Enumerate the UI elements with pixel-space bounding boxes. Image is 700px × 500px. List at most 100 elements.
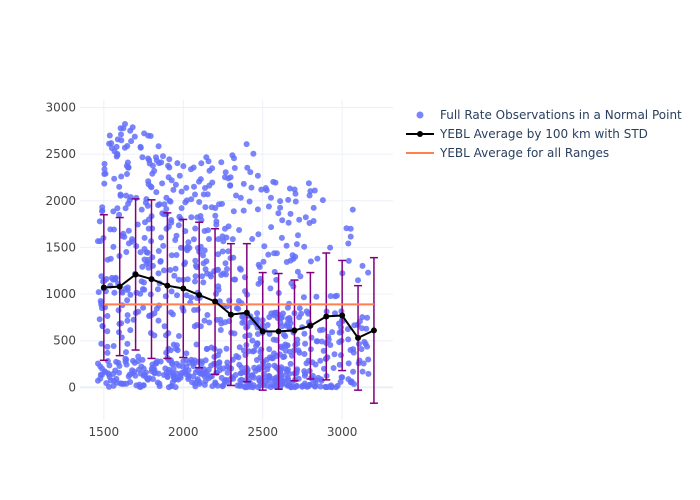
scatter-point xyxy=(203,154,210,161)
scatter-point xyxy=(267,285,274,292)
scatter-points xyxy=(95,121,372,391)
scatter-point xyxy=(144,202,151,209)
legend-item-scatter[interactable]: Full Rate Observations in a Normal Point xyxy=(416,108,683,122)
legend[interactable]: Full Rate Observations in a Normal Point… xyxy=(406,108,682,160)
scatter-point xyxy=(254,331,261,337)
scatter-point xyxy=(192,383,199,390)
scatter-point xyxy=(222,169,229,176)
scatter-point xyxy=(101,368,108,375)
scatter-point xyxy=(240,180,247,187)
scatter-point xyxy=(140,365,147,372)
scatter-point xyxy=(123,361,130,368)
scatter-point xyxy=(160,242,167,249)
scatter-point xyxy=(219,200,225,207)
scatter-point xyxy=(306,220,313,226)
scatter-point xyxy=(160,211,167,218)
scatter-point xyxy=(237,266,244,273)
scatter-point xyxy=(237,194,244,201)
scatter-point xyxy=(154,286,161,293)
scatter-point xyxy=(166,164,173,171)
scatter-point xyxy=(176,333,182,339)
scatter-point xyxy=(131,133,138,140)
scatter-point xyxy=(113,153,120,160)
scatter-point xyxy=(287,210,294,217)
scatter-point xyxy=(198,160,205,167)
scatter-point xyxy=(123,380,130,387)
scatter-point xyxy=(201,247,208,254)
scatter-point xyxy=(262,377,269,384)
scatter-point xyxy=(152,369,159,376)
scatter-point xyxy=(168,217,175,223)
scatter-point xyxy=(118,131,124,138)
scatter-point xyxy=(145,259,152,266)
average-point xyxy=(275,328,282,335)
scatter-point xyxy=(296,305,303,312)
scatter-point xyxy=(156,380,163,387)
scatter-point xyxy=(201,228,208,234)
scatter-point xyxy=(359,314,366,321)
scatter-point xyxy=(192,191,198,198)
average-point xyxy=(116,283,123,290)
scatter-point xyxy=(215,251,222,258)
scatter-point xyxy=(103,276,110,282)
scatter-point xyxy=(332,310,338,317)
scatter-point xyxy=(264,322,271,328)
scatter-point xyxy=(180,163,187,170)
legend-item-overall[interactable]: YEBL Average for all Ranges xyxy=(406,146,609,160)
scatter-point xyxy=(296,216,303,223)
error-bars xyxy=(99,198,378,404)
scatter-point xyxy=(268,355,275,362)
scatter-point xyxy=(231,165,238,171)
scatter-point xyxy=(283,259,290,265)
scatter-point xyxy=(330,365,337,371)
scatter-point xyxy=(327,293,334,300)
scatter-point xyxy=(178,205,185,212)
average-point xyxy=(100,284,107,291)
scatter-point xyxy=(277,198,284,205)
scatter-point xyxy=(270,178,277,185)
scatter-point xyxy=(338,324,344,331)
scatter-point xyxy=(320,347,327,354)
scatter-point xyxy=(204,191,211,198)
scatter-point xyxy=(113,143,120,150)
scatter-point xyxy=(265,203,272,210)
scatter-point xyxy=(263,187,270,194)
scatter-point xyxy=(124,297,131,304)
scatter-point xyxy=(250,150,257,157)
scatter-point xyxy=(293,241,300,248)
scatter-point xyxy=(199,273,205,280)
legend-label-overall: YEBL Average for all Ranges xyxy=(439,146,609,160)
scatter-point xyxy=(266,346,273,353)
scatter-point xyxy=(301,372,308,379)
average-point xyxy=(180,285,187,292)
scatter-point xyxy=(130,357,136,364)
scatter-point xyxy=(313,293,320,300)
scatter-point xyxy=(200,252,206,259)
scatter-point xyxy=(255,261,262,268)
scatter-point xyxy=(168,177,175,184)
legend-item-average[interactable]: YEBL Average by 100 km with STD xyxy=(406,127,648,141)
scatter-point xyxy=(155,202,162,209)
scatter-point xyxy=(288,280,295,287)
scatter-point xyxy=(167,198,174,205)
scatter-point xyxy=(132,372,139,379)
average-point xyxy=(164,282,171,289)
scatter-point xyxy=(165,330,172,337)
scatter-point xyxy=(104,358,111,364)
average-point xyxy=(323,313,330,320)
scatter-point xyxy=(365,269,372,276)
scatter-point xyxy=(135,358,142,365)
scatter-point xyxy=(145,155,152,162)
scatter-point xyxy=(104,349,111,356)
scatter-point xyxy=(365,356,372,363)
scatter-point xyxy=(168,288,175,295)
scatter-point xyxy=(253,357,260,363)
scatter-point xyxy=(301,351,308,357)
scatter-point xyxy=(347,347,354,353)
scatter-point xyxy=(167,347,174,354)
scatter-point xyxy=(337,378,344,385)
scatter-point xyxy=(271,312,278,319)
average-point xyxy=(339,312,346,319)
average-point xyxy=(291,327,298,334)
